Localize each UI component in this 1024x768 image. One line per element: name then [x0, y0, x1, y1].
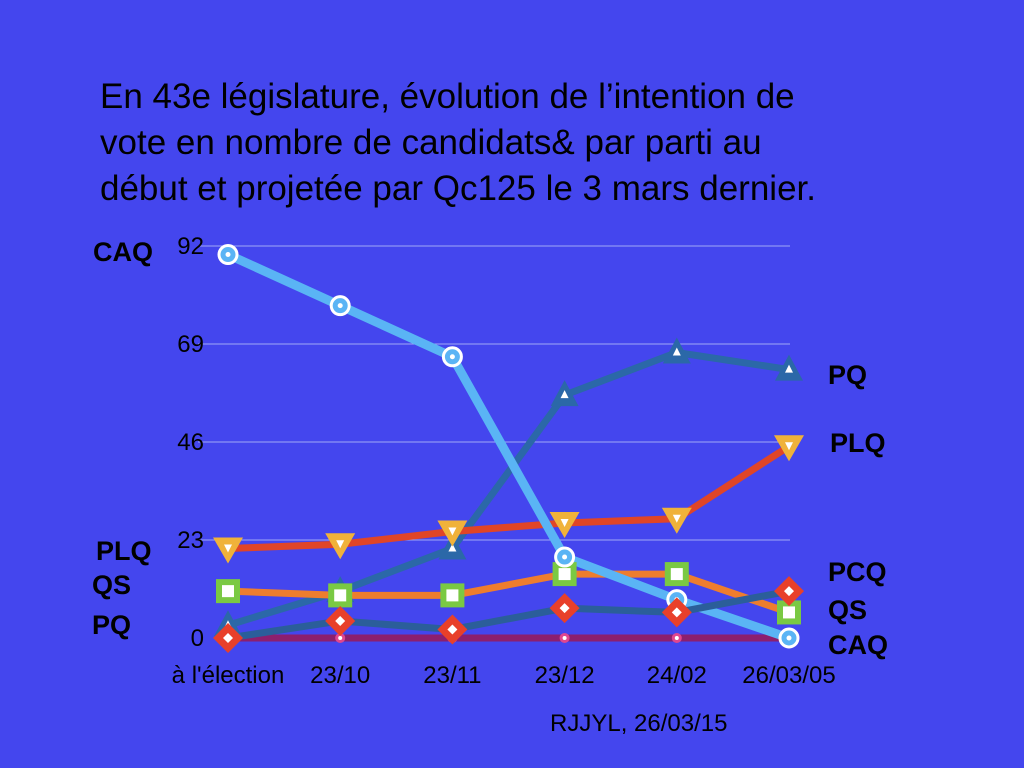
- point-center: [559, 603, 570, 614]
- point-unlabeled: [774, 576, 804, 607]
- y-tick-label: 46: [177, 429, 204, 456]
- point-center: [337, 303, 343, 309]
- x-tick-label: 24/02: [647, 662, 707, 689]
- point-caq: [441, 346, 463, 368]
- point-plq: [213, 537, 243, 564]
- point-center: [336, 540, 345, 549]
- point-center: [671, 607, 682, 618]
- point-center: [446, 589, 459, 602]
- point-center: [560, 390, 569, 399]
- point-center: [672, 347, 681, 356]
- gridlines: [198, 245, 790, 541]
- x-tick-label: 23/12: [535, 662, 595, 689]
- point-center: [672, 514, 681, 523]
- right-label-qs: QS: [828, 595, 867, 625]
- point-pcq: [335, 633, 346, 643]
- point-center: [447, 624, 458, 635]
- point-center: [674, 636, 679, 640]
- point-qs: [664, 562, 689, 587]
- title-line-1: En 43e législature, évolution de l’inten…: [100, 77, 795, 116]
- point-plq: [325, 533, 356, 560]
- point-center: [338, 636, 343, 640]
- point-pq: [775, 354, 803, 381]
- point-plq: [549, 511, 580, 538]
- point-center: [334, 589, 347, 602]
- point-unlabeled: [661, 597, 692, 628]
- point-pq: [550, 380, 579, 407]
- series-group: [213, 244, 804, 653]
- right-label-pcq: PCQ: [828, 557, 887, 587]
- point-pq: [438, 533, 467, 560]
- point-center: [560, 518, 569, 527]
- point-center: [448, 543, 457, 552]
- series-line-unlabeled: [224, 587, 793, 642]
- y-tick-label: 92: [177, 233, 204, 260]
- point-center: [222, 585, 234, 598]
- x-tick-label: 23/11: [423, 662, 481, 689]
- point-caq: [778, 627, 800, 649]
- point-center: [224, 544, 232, 553]
- party-labels: CAQ PLQ QS PQ PQ PLQ PCQ QS CAQ: [92, 237, 888, 660]
- left-label-caq: CAQ: [93, 237, 153, 267]
- right-label-caq: CAQ: [828, 630, 888, 660]
- x-tick-label: 26/03/05: [742, 662, 835, 689]
- y-tick-label: 0: [191, 625, 204, 652]
- left-label-plq: PLQ: [96, 536, 152, 566]
- right-label-plq: PLQ: [830, 428, 886, 458]
- point-center: [562, 554, 568, 560]
- point-center: [558, 568, 571, 581]
- series-line-qs: [224, 570, 793, 616]
- point-center: [784, 586, 794, 597]
- point-caq: [217, 244, 239, 266]
- title-line-3: début et projetée par Qc125 le 3 mars de…: [100, 169, 816, 208]
- point-center: [225, 252, 231, 258]
- point-unlabeled: [549, 593, 580, 624]
- left-label-pq: PQ: [92, 610, 131, 640]
- point-center: [223, 633, 233, 643]
- y-tick-label: 23: [177, 527, 204, 554]
- point-center: [448, 527, 457, 536]
- title-line-2: vote en nombre de candidats& par parti a…: [100, 123, 762, 162]
- point-qs: [552, 562, 577, 587]
- credit-text: RJJYL, 26/03/15: [550, 710, 727, 737]
- left-label-qs: QS: [92, 570, 131, 600]
- chart-title: En 43e législature, évolution de l’inten…: [100, 74, 960, 212]
- point-center: [449, 354, 455, 360]
- point-center: [562, 636, 567, 640]
- point-center: [786, 635, 792, 641]
- point-pcq: [559, 633, 570, 643]
- right-label-pq: PQ: [828, 360, 867, 390]
- point-qs: [440, 583, 465, 608]
- point-center: [783, 606, 795, 619]
- point-plq: [661, 507, 692, 534]
- point-qs: [216, 579, 240, 604]
- point-caq: [329, 295, 351, 317]
- point-unlabeled: [325, 605, 356, 636]
- point-pq: [662, 337, 691, 364]
- point-center: [670, 568, 683, 581]
- point-center: [785, 364, 793, 373]
- point-center: [335, 615, 346, 626]
- point-caq: [554, 546, 576, 568]
- series-line-plq: [224, 442, 793, 553]
- point-unlabeled: [437, 614, 468, 645]
- point-unlabeled: [213, 623, 243, 653]
- point-center: [785, 442, 793, 451]
- point-plq: [774, 435, 804, 462]
- point-pcq: [671, 633, 682, 643]
- y-axis-ticks: 0 23 46 69 92: [177, 233, 204, 652]
- x-tick-label: à l'élection: [172, 662, 285, 689]
- y-tick-label: 69: [177, 331, 204, 358]
- x-tick-label: 23/10: [310, 662, 370, 689]
- point-qs: [328, 583, 353, 608]
- x-axis-ticks: à l'élection 23/10 23/11 23/12 24/02 26/03/05: [172, 662, 836, 689]
- point-plq: [437, 520, 468, 547]
